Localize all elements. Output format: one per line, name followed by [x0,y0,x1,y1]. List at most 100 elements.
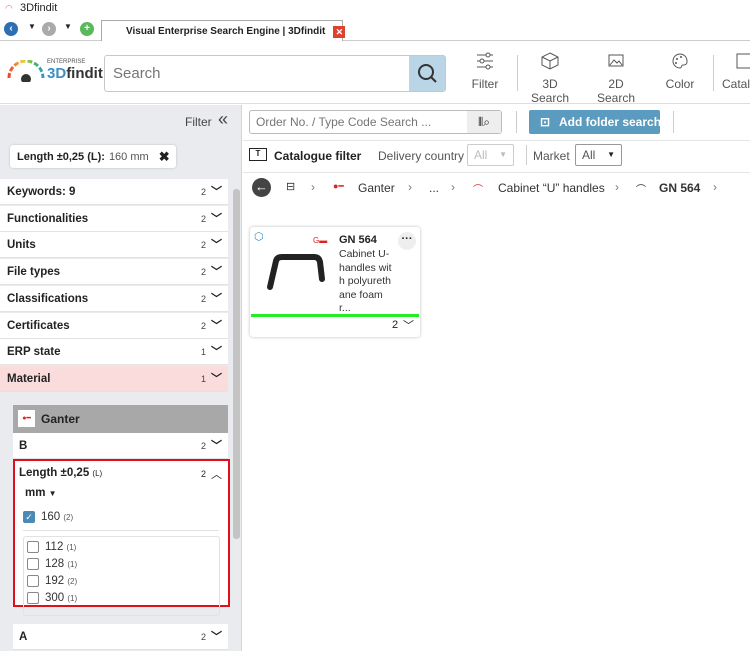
forward-dropdown-icon[interactable]: ▼ [64,22,72,31]
filter-row-b[interactable]: B 2 ﹀ [13,433,228,459]
chevron-down-icon: ﹀ [211,266,222,279]
catalogue-filter-icon: T [249,148,267,161]
checkbox-checked[interactable]: ✓ [23,510,35,523]
add-folder-search-button[interactable]: ⊡ Add folder search [529,110,661,134]
image-icon [608,54,624,67]
checkbox[interactable] [27,574,39,587]
chevron-down-icon: ﹀ [211,292,222,305]
palette-icon [672,53,688,69]
main-content: ⦀⌕ ⊡Add folder search T Catalogue filter… [243,105,750,651]
handle-category-icon: ⌒ [473,185,483,196]
new-tab-icon[interactable]: + [80,22,94,36]
checkbox[interactable] [27,540,39,553]
title-bar: ◠ 3Dfindit [0,0,750,18]
filter-row-keywords-[interactable]: Keywords: 9 2 ﹀ [0,179,228,205]
forward-icon[interactable]: › [42,22,56,36]
home-icon[interactable]: ⊟ [286,181,296,193]
option-112[interactable]: 112 (1) [27,539,216,556]
chevron-down-icon: ﹀ [211,319,222,332]
tab-active[interactable]: Visual Enterprise Search Engine | 3Dfind… [101,20,346,42]
back-dropdown-icon[interactable]: ▼ [28,22,36,31]
more-options-icon[interactable]: ··· [398,232,416,250]
search-button[interactable] [409,56,445,91]
collapse-panel-icon[interactable]: « [218,109,229,129]
cube-icon [541,52,559,70]
chevron-down-icon: ﹀ [211,346,222,359]
filter-panel-title: Filter [185,115,212,129]
ganter-logo-icon: ●━ [333,181,344,191]
divider [243,172,750,173]
tab-title: Visual Enterprise Search Engine | 3Dfind… [126,26,326,37]
divider [23,530,219,531]
options-list: 112 (1) 128 (1) 192 (2) 300 (1) [23,536,220,616]
filter-row-a[interactable]: A 2 ﹀ [13,624,228,650]
chevron-down-icon[interactable]: ﹀ [403,320,414,332]
divider [673,111,674,133]
product-card[interactable]: ⬡ G▬ GN 564 Cabinet U-handles with polyu… [250,227,420,337]
handle-icon: ⌒ [636,185,646,196]
filter-row-certificates[interactable]: Certificates 2 ﹀ [0,312,228,339]
filter-row-material[interactable]: Material 1 ﹀ [0,365,228,392]
gauge-logo-icon [7,60,45,82]
unit-select[interactable]: mm ▼ [25,487,57,499]
order-search-box[interactable]: ⦀⌕ [249,110,502,134]
toolbar-3d-search[interactable]: 3D Search [522,51,578,105]
product-title: GN 564 [339,234,377,246]
tab-bar: ‹ ▼ › ▼ + Visual Enterprise Search Engin… [0,18,750,42]
market-select[interactable]: All ▼ [575,144,622,166]
app-icon: ◠ [5,3,13,13]
chevron-down-icon: ﹀ [211,372,222,385]
search-icon [418,64,437,83]
remove-filter-icon[interactable]: ✖ [158,148,170,164]
toolbar-color[interactable]: Color [660,51,700,91]
back-arrow-icon[interactable]: ← [252,178,271,197]
back-icon[interactable]: ‹ [4,22,18,36]
option-300[interactable]: 300 (1) [27,590,216,607]
3d-model-icon: ⬡ [254,231,264,243]
option-192[interactable]: 192 (2) [27,573,216,590]
filter-row-classifications[interactable]: Classifications 2 ﹀ [0,285,228,312]
option-128[interactable]: 128 (1) [27,556,216,573]
search-input[interactable] [105,56,405,91]
filter-row-functionalities[interactable]: Functionalities 2 ﹀ [0,205,228,232]
catalog-icon [736,53,750,69]
order-number-input[interactable] [250,111,465,133]
header: ENTERPRISE 3Dfindit Filter 3D Search 2D … [0,41,750,105]
sliders-icon [477,52,493,70]
toolbar-catalog[interactable]: Catal [722,51,750,91]
divider [516,111,517,133]
filter-panel: Filter « Length ±0,25 (L): 160 mm ✖ Keywo… [0,105,242,651]
catalogue-filter-label[interactable]: Catalogue filter [274,149,362,163]
ganter-logo-icon: ●━ [18,410,35,427]
chevron-down-icon: ﹀ [211,631,222,643]
folder-add-icon: ⊡ [540,115,551,129]
toolbar-divider [517,55,518,91]
breadcrumb-cabinet-handles[interactable]: Cabinet “U” handles [498,181,605,195]
close-tab-icon[interactable]: ✕ [333,25,346,38]
product-description: Cabinet U-handles with polyurethane foam… [339,248,392,314]
delivery-country-select[interactable]: All ▼ [467,144,514,166]
checkbox[interactable] [27,557,39,570]
search-box[interactable] [104,55,446,92]
toolbar-2d-search[interactable]: 2D Search [588,51,644,105]
breadcrumb-ellipsis[interactable]: ... [429,181,440,195]
filter-row-file-types[interactable]: File types 2 ﹀ [0,259,228,286]
window-title: 3Dfindit [20,2,58,14]
chevron-down-icon: ﹀ [211,440,222,452]
checkbox[interactable] [27,591,39,604]
barcode-search-icon[interactable]: ⦀⌕ [467,111,501,133]
filter-row-units[interactable]: Units 2 ﹀ [0,232,228,259]
chevron-down-icon: ﹀ [211,239,222,252]
active-filter-chip: Length ±0,25 (L): 160 mm ✖ [10,145,176,168]
breadcrumb-ganter[interactable]: Ganter [358,181,395,195]
length-filter-section: Length ±0,25 (L) 2 ︿ mm ▼ ✓ 160 (2) 112 (… [13,459,230,616]
breadcrumb-gn564[interactable]: GN 564 [659,181,701,195]
scrollbar[interactable] [233,189,240,539]
chevron-up-icon[interactable]: ︿ [211,469,222,481]
catalog-header[interactable]: ●━ Ganter [13,405,228,433]
toolbar-filter[interactable]: Filter [466,51,504,91]
divider [526,145,527,165]
divider [243,140,750,141]
filter-row-erp-state[interactable]: ERP state 1 ﹀ [0,339,228,366]
option-160[interactable]: ✓ 160 (2) [23,509,73,526]
